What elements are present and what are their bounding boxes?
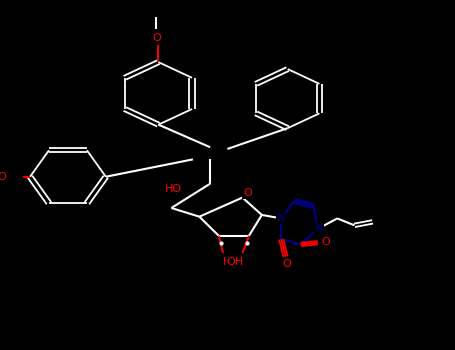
Text: O: O: [152, 33, 161, 43]
Text: OH: OH: [227, 257, 244, 267]
Text: HO: HO: [165, 184, 182, 194]
Text: N: N: [277, 214, 285, 223]
Text: O: O: [321, 237, 330, 247]
Text: HO: HO: [223, 257, 240, 267]
Text: N: N: [314, 223, 323, 233]
Text: O: O: [0, 172, 6, 182]
Text: N: N: [315, 223, 324, 233]
Text: O: O: [282, 259, 291, 269]
Text: O: O: [243, 188, 252, 198]
